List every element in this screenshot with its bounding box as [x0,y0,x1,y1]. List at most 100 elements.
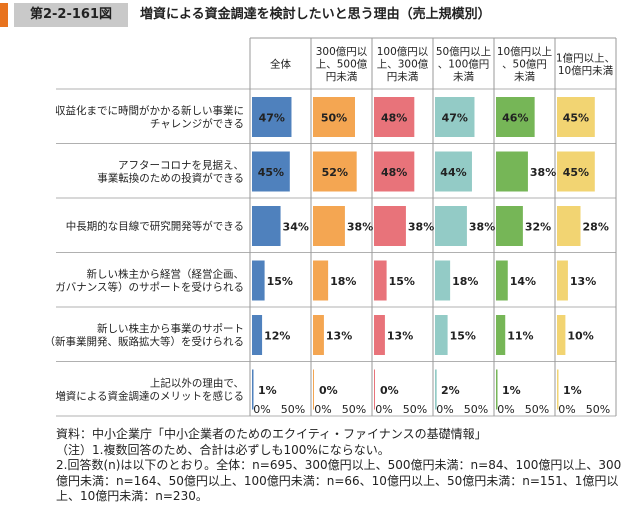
note-2: 2.回答数(n)は以下のとおり。全体：n=695、300億円以上、500億円未満… [56,458,622,503]
data-label: 13% [570,275,596,288]
figure-title: 増資による資金調達を検討したいと思う理由（売上規模別） [140,7,491,22]
data-label: 0% [319,384,338,397]
x-tick-label: 0% [375,403,392,416]
bar [252,369,254,410]
panel-header-label: 10億円以上 [497,45,552,58]
x-tick-label: 0% [314,403,331,416]
x-tick-label: 50% [281,403,305,416]
bar [435,315,448,355]
category-label: 上記以外の理由で、 [150,376,244,389]
data-label: 34% [283,221,309,234]
data-label: 10% [567,330,593,343]
bar [557,260,568,301]
panel-header-label: 、100億円 [438,58,490,71]
panel-header-label: 50億円以上 [436,45,491,58]
x-tick-label: 0% [497,403,514,416]
data-label: 1% [258,384,277,397]
bar [435,260,451,301]
bar [252,260,265,301]
data-label: 46% [502,112,528,125]
data-label: 47% [442,112,468,125]
data-label: 38% [347,221,373,234]
bar [496,315,506,355]
category-label: 事業転換のための投資ができる [97,171,244,184]
figure-number: 第2-2-161図 [29,7,113,22]
panel-header-label: 上、300億 [377,58,429,71]
bar [252,97,292,137]
bar [374,260,387,301]
bar [435,97,475,137]
category-label: 中長期的な目線で研究開発等ができる [66,219,244,232]
x-tick-label: 50% [403,403,427,416]
bar [374,315,385,355]
bar [374,97,415,137]
data-label: 45% [563,112,589,125]
data-label: 48% [381,112,407,125]
source-note: 資料：中小企業庁「中小企業者のためのエクイティ・ファイナンスの基礎情報」 [56,427,487,441]
bar [313,369,314,410]
bar [435,206,467,246]
bar [496,151,528,192]
x-tick-label: 50% [525,403,549,416]
panel-header-label: 全体 [270,58,291,71]
bar [496,206,523,246]
bar-chart: 全体 300億円以上、500億円未満 100億円以上、300億円未満 50億円以上、1… [45,37,617,417]
bar [496,369,498,410]
data-label: 38% [408,221,434,234]
bar [435,151,472,192]
bar [496,260,508,301]
category-label: ガバナンス等）のサポートを受けられる [55,280,244,293]
data-label: 50% [321,112,347,125]
data-label: 18% [330,275,356,288]
category-label: 新しい株主から事業のサポート [97,322,244,335]
bar [557,315,566,355]
data-label: 15% [450,330,476,343]
category-label: チャレンジができる [150,117,244,130]
data-label: 38% [530,166,556,179]
bar [557,97,595,137]
note-1: （注）1.複数回答のため、合計は必ずしも100%にならない。 [56,442,390,457]
data-label: 52% [322,166,348,179]
data-label: 32% [525,221,551,234]
data-label: 12% [264,330,290,343]
data-label: 13% [326,330,352,343]
x-tick-label: 50% [464,403,488,416]
x-tick-label: 50% [586,403,610,416]
panel-header-label: 1億円以上、 [556,51,615,64]
x-tick-label: 0% [253,403,270,416]
bar [557,369,559,410]
data-label: 11% [507,330,533,343]
panel-header-label: 未満 [453,71,474,83]
bar [557,151,595,192]
data-label: 45% [258,166,284,179]
data-label: 1% [563,384,582,397]
data-label: 2% [441,384,460,397]
bar [374,151,415,192]
category-label: 収益化までに時間がかかる新しい事業に [55,104,244,117]
bar [557,206,581,246]
bar [313,97,355,137]
bar [252,206,281,246]
data-label: 15% [267,275,293,288]
bar [374,206,406,246]
data-label: 0% [380,384,399,397]
panel-header-label: 300億円以 [316,45,368,58]
panel-header-label: 未満 [514,71,535,83]
x-tick-label: 0% [558,403,575,416]
bar [252,315,263,355]
bar [496,97,535,137]
x-tick-label: 0% [436,403,453,416]
bar [313,206,345,246]
x-tick-label: 50% [342,403,366,416]
panel-header-label: 、50億円 [502,58,547,71]
figure-header: 第2-2-161図 増資による資金調達を検討したいと思う理由（売上規模別） [0,3,640,27]
bar [252,151,290,192]
header-accent-bar [0,3,8,27]
category-label: アフターコロナを見据え、 [118,158,244,171]
data-label: 45% [563,166,589,179]
data-label: 14% [510,275,536,288]
bar [313,260,329,301]
data-label: 13% [387,330,413,343]
data-label: 47% [259,112,285,125]
panel-header-label: 100億円以 [377,45,429,58]
